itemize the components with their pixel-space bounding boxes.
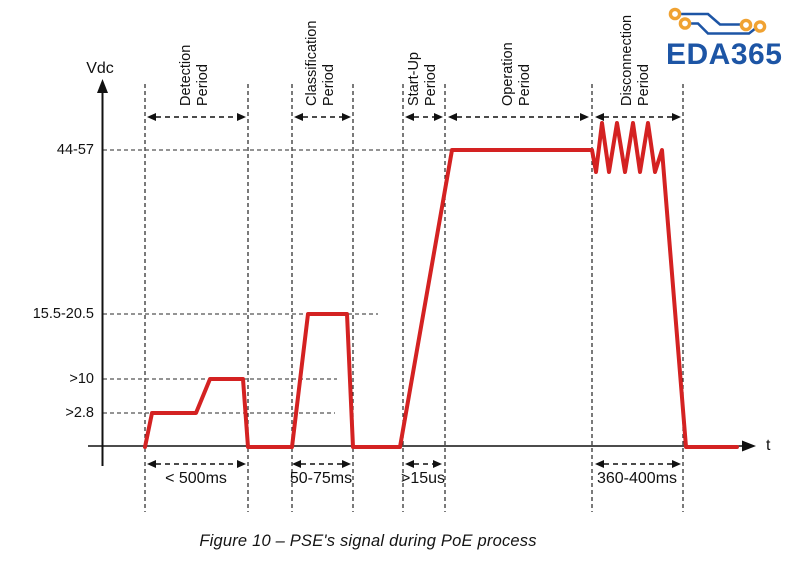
- period-label-line: Period: [195, 64, 211, 106]
- logo-pad-icon: [753, 20, 767, 33]
- duration-dimension-arrows: [147, 460, 681, 468]
- y-axis: [97, 79, 108, 466]
- y-axis-label: Vdc: [86, 60, 114, 77]
- period-label-detection: Detection Period: [178, 0, 214, 106]
- period-label-line: Period: [636, 64, 652, 106]
- period-label-line: Detection: [178, 44, 194, 106]
- logo-pad-icon: [668, 7, 682, 21]
- figure-caption: Figure 10 – PSE's signal during PoE proc…: [199, 532, 537, 550]
- period-label-line: Period: [423, 64, 439, 106]
- voltage-level-gt2.8: >2.8: [65, 405, 94, 421]
- period-label-classification: Classification Period: [304, 0, 340, 106]
- period-label-operation: Operation Period: [500, 0, 536, 106]
- voltage-level-guides: [103, 149, 450, 414]
- eda365-logo-text: EDA365: [666, 38, 783, 71]
- voltage-level-gt10: >10: [69, 371, 94, 387]
- voltage-level-15.5-20.5: 15.5-20.5: [32, 306, 94, 322]
- voltage-level-44-57: 44-57: [56, 142, 94, 158]
- period-label-line: Classification: [304, 20, 320, 106]
- period-label-line: Disconnection: [619, 14, 635, 106]
- duration-disconnection: 360-400ms: [596, 470, 678, 487]
- period-label-disconnection: Disconnection Period: [619, 0, 655, 106]
- period-label-line: Period: [321, 64, 337, 106]
- y-axis-arrowhead: [97, 79, 108, 93]
- x-axis: [88, 440, 756, 452]
- logo-pad-icon: [739, 18, 753, 32]
- period-label-line: Operation: [500, 42, 516, 106]
- duration-classification: 50-75ms: [289, 470, 353, 487]
- duration-detection: < 500ms: [165, 470, 227, 487]
- pse-signal-waveform: [143, 121, 739, 449]
- logo-pad-icon: [678, 17, 692, 30]
- duration-startup: >15us: [400, 470, 446, 487]
- x-axis-label: t: [766, 437, 771, 454]
- period-label-startup: Start-Up Period: [406, 0, 442, 106]
- x-axis-arrowhead: [742, 440, 756, 452]
- period-dimension-arrows: [147, 113, 681, 121]
- vertical-guides: [144, 84, 684, 512]
- period-label-line: Period: [517, 64, 533, 106]
- period-label-line: Start-Up: [406, 52, 422, 106]
- eda365-logo-icon: [668, 7, 767, 35]
